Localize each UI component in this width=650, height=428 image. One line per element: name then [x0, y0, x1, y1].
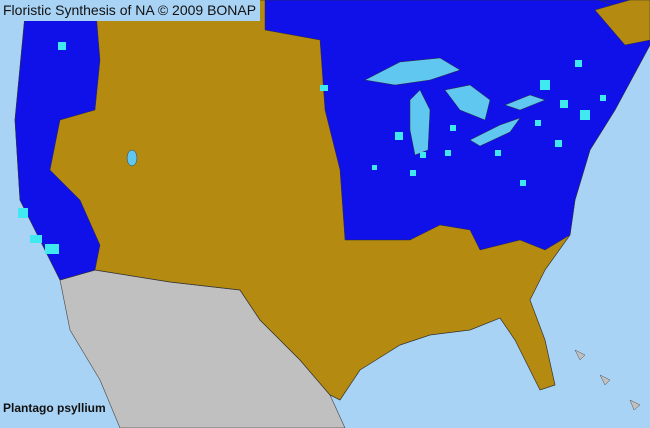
species-label: Plantago psyllium — [3, 401, 106, 415]
rare-county-markers — [18, 42, 606, 254]
map-title: Floristic Synthesis of NA © 2009 BONAP — [0, 0, 261, 21]
maine-region — [594, 0, 650, 46]
great-lakes — [126, 57, 546, 167]
northeast-presence — [264, 0, 650, 251]
bahamas-islands — [574, 349, 641, 411]
